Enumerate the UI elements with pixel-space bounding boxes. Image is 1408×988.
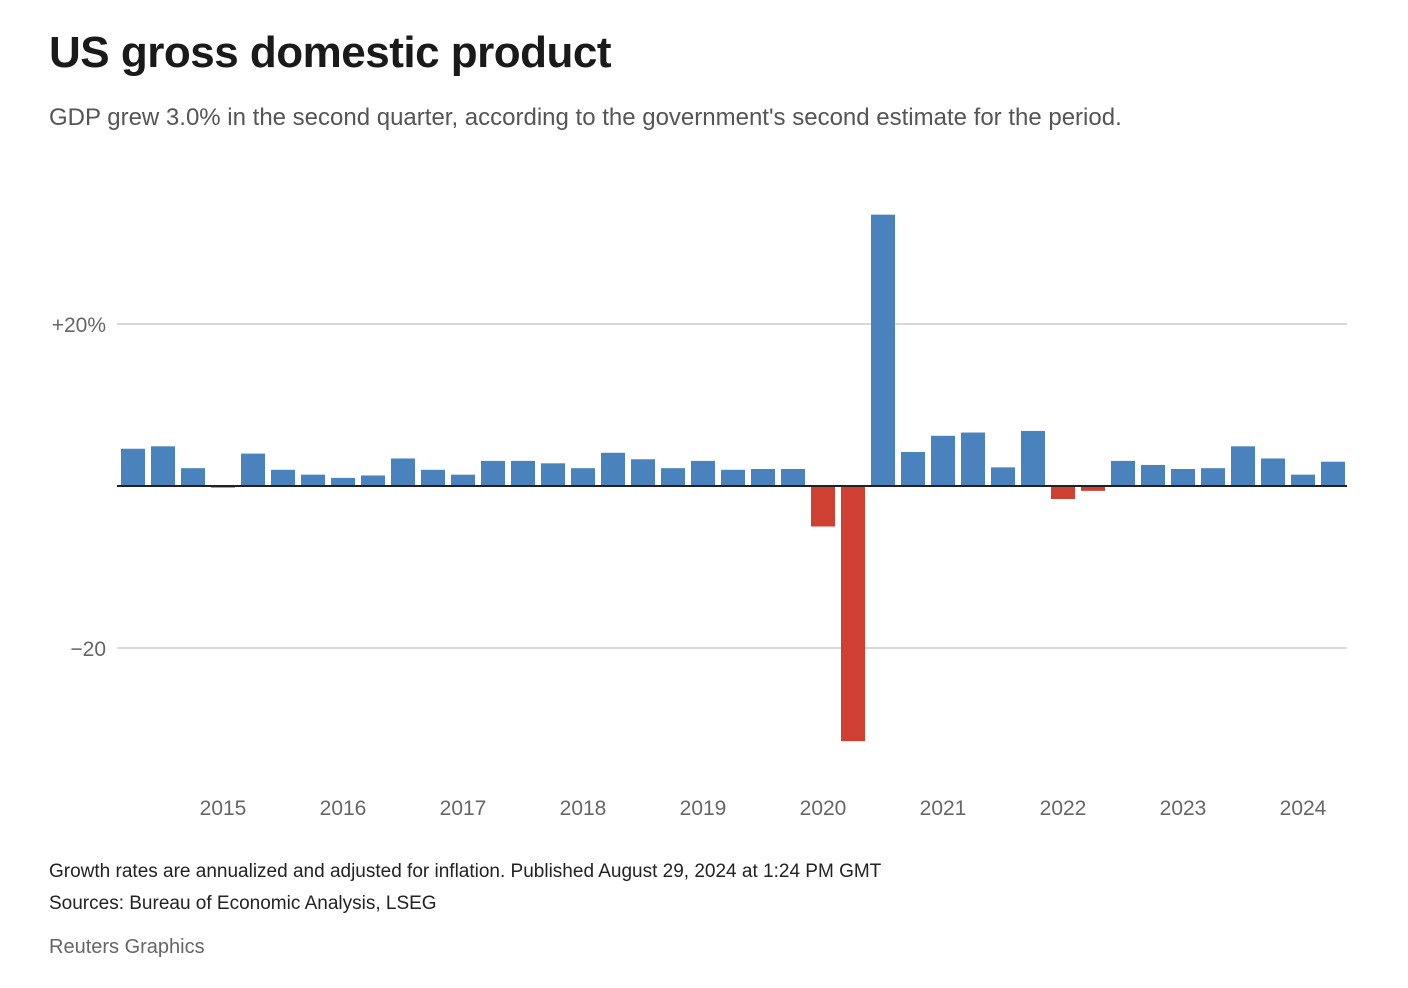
bar-2020-q1 xyxy=(811,486,835,527)
x-tick-label: 2023 xyxy=(1160,797,1207,820)
bar-2023-q1 xyxy=(1171,468,1195,486)
bar-2016-q4 xyxy=(421,469,445,486)
bar-2021-q3 xyxy=(991,467,1015,486)
bar-2017-q4 xyxy=(541,463,565,486)
axis-layer: +20% −20 2015 2016 2017 2018 2019 2020 2021 2022 2… xyxy=(52,314,1347,820)
bar-2024-q1 xyxy=(1291,474,1315,486)
bar-2020-q4 xyxy=(901,451,925,486)
bar-2019-q4 xyxy=(781,468,805,486)
chart-sources: Sources: Bureau of Economic Analysis, LS… xyxy=(49,893,437,914)
bar-2019-q2 xyxy=(721,469,745,486)
bar-2018-q1 xyxy=(571,468,595,486)
bar-2022-q4 xyxy=(1141,464,1165,486)
bar-2023-q3 xyxy=(1231,446,1255,486)
x-tick-label: 2018 xyxy=(560,797,607,820)
bar-2021-q4 xyxy=(1021,430,1045,486)
bar-2015-q2 xyxy=(241,453,265,486)
bar-2017-q3 xyxy=(511,460,535,486)
chart-credit: Reuters Graphics xyxy=(49,936,205,958)
x-tick-label: 2021 xyxy=(920,797,967,820)
bar-2021-q1 xyxy=(931,435,955,486)
bar-2019-q3 xyxy=(751,468,775,486)
gdp-bar-chart: +20% −20 2015 2016 2017 2018 2019 2020 2021 2022 2… xyxy=(52,214,1347,820)
x-tick-label: 2024 xyxy=(1280,797,1327,820)
y-tick-label: +20% xyxy=(52,314,106,337)
bar-2020-q2 xyxy=(841,486,865,742)
bar-2020-q3 xyxy=(871,214,895,486)
bar-2017-q2 xyxy=(481,460,505,486)
chart-subtitle: GDP grew 3.0% in the second quarter, acc… xyxy=(49,104,1122,131)
bar-2018-q3 xyxy=(631,459,655,486)
bar-2014-q2 xyxy=(121,448,145,486)
y-tick-label: −20 xyxy=(70,638,106,661)
bar-2023-q4 xyxy=(1261,458,1285,486)
bar-2016-q2 xyxy=(361,475,385,486)
x-tick-label: 2016 xyxy=(320,797,367,820)
chart-note: Growth rates are annualized and adjusted… xyxy=(49,861,882,882)
bar-2018-q4 xyxy=(661,468,685,486)
bar-2016-q3 xyxy=(391,458,415,486)
x-tick-label: 2022 xyxy=(1040,797,1087,820)
bar-2015-q4 xyxy=(301,474,325,486)
bar-2024-q2 xyxy=(1321,461,1345,486)
bar-2017-q1 xyxy=(451,474,475,486)
bar-2019-q1 xyxy=(691,460,715,486)
bar-2023-q2 xyxy=(1201,468,1225,486)
bar-2021-q2 xyxy=(961,432,985,486)
bar-2018-q2 xyxy=(601,452,625,486)
bar-2016-q1 xyxy=(331,477,355,486)
bar-2022-q3 xyxy=(1111,460,1135,486)
x-tick-label: 2019 xyxy=(680,797,727,820)
chart-title: US gross domestic product xyxy=(49,28,612,77)
bar-2014-q3 xyxy=(151,446,175,486)
x-tick-label: 2015 xyxy=(200,797,247,820)
bar-layer xyxy=(121,214,1345,742)
bar-2015-q3 xyxy=(271,469,295,486)
grid-layer xyxy=(117,323,1347,649)
bar-2022-q2 xyxy=(1081,486,1105,491)
bar-2014-q4 xyxy=(181,468,205,486)
x-tick-label: 2020 xyxy=(800,797,847,820)
bar-2022-q1 xyxy=(1051,486,1075,499)
x-tick-label: 2017 xyxy=(440,797,487,820)
